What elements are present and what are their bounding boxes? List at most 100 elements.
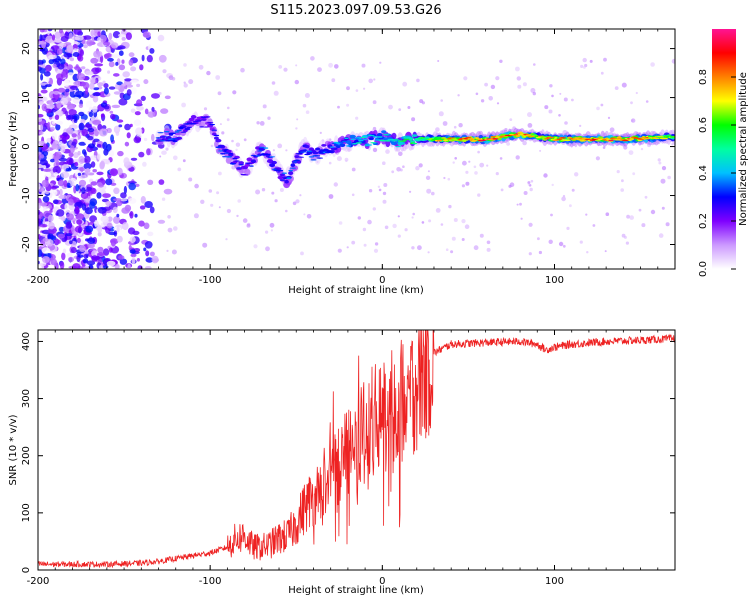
noise-speck [462,160,467,166]
noise-blob [61,252,66,261]
noise-blob [123,107,128,113]
noise-speck [225,238,228,241]
ridge-cell [214,136,219,140]
noise-speck [372,100,377,105]
noise-speck [269,222,275,228]
noise-blob [115,61,119,66]
noise-blob [56,209,65,217]
noise-blob [85,225,94,233]
noise-blob [107,70,111,74]
noise-blob [81,66,86,70]
noise-speck [574,172,579,177]
noise-blob [38,140,46,144]
ridge-cell [308,156,315,158]
noise-speck [374,242,379,246]
noise-blob [108,247,113,253]
noise-blob [127,181,137,185]
noise-speck [256,121,260,125]
noise-speck [218,171,222,176]
noise-speck [411,216,414,219]
noise-speck [304,93,310,98]
ridge-cell [220,144,226,149]
noise-blob [48,222,55,230]
noise-blob [73,118,78,123]
noise-blob [118,124,123,128]
noise-speck [477,150,480,154]
ridge-cell [190,123,197,125]
noise-blob [96,192,102,199]
ridge-cell [350,138,356,140]
noise-blob [157,34,165,42]
noise-blob [139,64,144,71]
y-tick-label: 100 [21,503,32,522]
ridge-cell [391,132,397,139]
noise-speck [621,82,627,88]
noise-blob [39,223,48,228]
y-tick-label: -20 [21,236,32,252]
noise-speck [517,84,522,89]
noise-blob [64,202,69,211]
noise-speck [215,75,221,80]
noise-blob [83,162,92,170]
noise-blob [48,204,52,209]
noise-speck [592,224,596,227]
noise-blob [144,108,149,115]
noise-blob [108,61,115,68]
noise-speck [306,214,312,219]
noise-blob [128,244,132,251]
noise-blob [42,237,49,243]
noise-speck [355,89,359,92]
noise-blob [39,202,48,207]
noise-speck [368,189,373,193]
noise-blob [69,145,75,154]
ridge-cell [548,136,554,139]
noise-speck [448,204,452,209]
snr-ticks: -200 -100 0 100 0 100 200 300 400 [21,330,676,587]
noise-speck [243,138,247,142]
noise-speck [295,127,298,130]
noise-speck [411,117,416,122]
ridge-cell [534,135,539,137]
y-tick-label: 0 [21,143,32,149]
noise-blob [50,235,57,241]
noise-blob [142,161,147,167]
noise-blob [38,183,41,190]
noise-blob [92,105,98,113]
noise-blob [84,168,91,173]
ridge-cell [358,139,364,142]
noise-blob [136,83,141,88]
ridge-cell [326,151,334,153]
noise-speck [404,228,408,232]
noise-blob [58,158,68,162]
ridge-cell [184,127,191,131]
noise-speck [303,213,306,216]
ridge-cell [622,139,629,142]
noise-blob [58,194,68,200]
noise-blob [66,252,73,258]
noise-speck [367,219,372,225]
noise-speck [523,191,528,195]
noise-speck [334,64,339,69]
noise-speck [407,106,411,109]
ridge-cell [161,136,168,138]
noise-speck [515,66,520,72]
noise-speck [658,233,664,238]
noise-speck [171,77,176,81]
noise-blob [66,157,74,165]
noise-blob [137,265,143,269]
noise-blob [39,159,48,166]
noise-blob [72,96,81,104]
noise-speck [296,118,299,121]
noise-blob [97,37,102,42]
ridge-cell [432,138,439,140]
ridge-cell [242,174,249,176]
noise-speck [259,121,265,126]
noise-speck [508,184,512,188]
spectrogram-frame [37,28,676,270]
noise-speck [409,190,412,193]
noise-blob [44,190,50,195]
noise-speck [162,69,167,74]
noise-speck [346,103,350,107]
noise-blob [66,213,74,221]
